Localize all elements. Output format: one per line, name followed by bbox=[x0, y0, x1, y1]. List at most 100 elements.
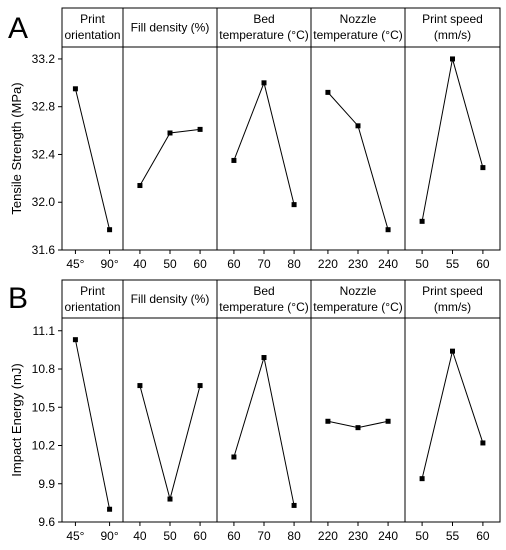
panel-b-ylabel: Impact Energy (mJ) bbox=[9, 363, 24, 476]
panel-a-data-point bbox=[231, 157, 237, 163]
panel-b-xtick-label: 55 bbox=[446, 529, 460, 543]
panel-b-data-point bbox=[385, 418, 391, 424]
panel-a-xtick-label: 60 bbox=[227, 257, 241, 271]
panel-a-facet-title-line1: Bed bbox=[253, 12, 274, 26]
panel-a-xtick-label: 80 bbox=[287, 257, 301, 271]
panel-a-data-point bbox=[167, 130, 173, 136]
panel-b-xtick-label: 70 bbox=[257, 529, 271, 543]
panel-b-xtick-label: 50 bbox=[163, 529, 177, 543]
panel-b-data-point bbox=[355, 425, 361, 431]
panel-a-frame bbox=[61, 7, 501, 251]
panel-b-xtick-label: 45° bbox=[66, 529, 84, 543]
panel-b-facet-title-line2: (mm/s) bbox=[434, 300, 471, 314]
panel-a-xtick-label: 50 bbox=[163, 257, 177, 271]
panel-a-data-point bbox=[197, 126, 203, 132]
panel-b-ytick-label: 9.9 bbox=[38, 477, 55, 491]
panel-b-letter: B bbox=[8, 282, 28, 315]
panel-b-data-point bbox=[167, 496, 173, 502]
panel-a-xtick-label: 60 bbox=[476, 257, 490, 271]
panel-b-facet-title-line1: Print speed bbox=[422, 284, 483, 298]
panel-a-series-line bbox=[421, 58, 484, 222]
panel-b-ytick-label: 10.2 bbox=[32, 439, 56, 453]
panel-a-data-point bbox=[355, 123, 361, 129]
panel-b-xtick-label: 50 bbox=[415, 529, 429, 543]
panel-a-data-point bbox=[419, 218, 425, 224]
panel-b-facet-title: Fill density (%) bbox=[131, 292, 210, 306]
panel-a-data-point bbox=[137, 183, 143, 189]
panel-a-facet-title-line2: temperature (°C) bbox=[219, 28, 309, 42]
panel-b-xtick-label: 60 bbox=[476, 529, 490, 543]
panel-b-xtick-label: 60 bbox=[193, 529, 207, 543]
panel-a-facet-title: Fill density (%) bbox=[131, 21, 210, 35]
panel-a-data-point bbox=[261, 80, 267, 86]
panel-a-xtick-label: 45° bbox=[66, 257, 84, 271]
panel-b-xtick-label: 240 bbox=[378, 529, 398, 543]
panel-b-data-point bbox=[197, 383, 203, 389]
panel-b-frame bbox=[61, 279, 501, 523]
panel-b-data-point bbox=[450, 348, 455, 354]
panel-a-letter: A bbox=[8, 12, 28, 45]
panel-a-facet-title-line2: temperature (°C) bbox=[313, 28, 403, 42]
panel-b-xtick-label: 90° bbox=[101, 529, 119, 543]
panel-b-ytick-label: 10.8 bbox=[32, 362, 56, 376]
panel-b-data-point bbox=[107, 506, 113, 512]
panel-b-data-point bbox=[137, 383, 143, 389]
panel-a-xtick-label: 230 bbox=[348, 257, 368, 271]
panel-b-data-point bbox=[231, 454, 237, 460]
panel-b-xtick-label: 220 bbox=[318, 529, 338, 543]
panel-b-series-line bbox=[421, 349, 484, 479]
panel-b-series-line bbox=[74, 339, 111, 510]
panel-b-ytick-label: 9.6 bbox=[38, 515, 55, 529]
panel-a-series-line bbox=[74, 88, 111, 230]
panel-a-facet-title-line1: Print bbox=[80, 12, 105, 26]
panel-a-data-point bbox=[291, 202, 297, 208]
panel-b-facet-title-line1: Nozzle bbox=[340, 284, 377, 298]
panel-b-ytick-label: 11.1 bbox=[33, 324, 56, 338]
panel-a-facet-title-line1: Nozzle bbox=[340, 12, 377, 26]
panel-a-ytick-label: 33.2 bbox=[32, 52, 56, 66]
panel-b-facet-title-line2: orientation bbox=[64, 300, 120, 314]
panel-a-xtick-label: 70 bbox=[257, 257, 271, 271]
panel-b-xtick-label: 60 bbox=[227, 529, 241, 543]
panel-a-data-point bbox=[325, 89, 331, 95]
panel-a-data-point bbox=[480, 165, 486, 171]
panel-a-facet-title-line2: orientation bbox=[64, 28, 120, 42]
panel-b-data-point bbox=[261, 355, 267, 361]
panel-a-xtick-label: 240 bbox=[378, 257, 398, 271]
panel-a-xtick-label: 50 bbox=[415, 257, 429, 271]
panel-a-xtick-label: 40 bbox=[133, 257, 147, 271]
panel-a-xtick-label: 220 bbox=[318, 257, 338, 271]
panel-a-ytick-label: 32.0 bbox=[32, 195, 56, 209]
panel-a-facet-title-line2: (mm/s) bbox=[434, 28, 471, 42]
panel-b-ytick-label: 10.5 bbox=[32, 400, 56, 414]
panel-b-series-line bbox=[139, 385, 201, 502]
panel-b-xtick-label: 40 bbox=[133, 529, 147, 543]
panel-a-series-line bbox=[233, 81, 295, 205]
panel-a-ylabel: Tensile Strength (MPa) bbox=[9, 82, 24, 214]
panel-a-ytick-label: 31.6 bbox=[32, 243, 56, 257]
panel-b-facet-title-line2: temperature (°C) bbox=[313, 300, 403, 314]
panel-a-xtick-label: 60 bbox=[193, 257, 207, 271]
panel-b-data-point bbox=[291, 502, 297, 508]
panel-b-facet-title-line2: temperature (°C) bbox=[219, 300, 309, 314]
panel-a-data-point bbox=[450, 56, 455, 62]
panel-b-series-line bbox=[233, 357, 295, 506]
panel-b-data-point bbox=[72, 337, 78, 343]
panel-b-xtick-label: 230 bbox=[348, 529, 368, 543]
panel-b-data-point bbox=[325, 418, 331, 424]
panel-a-xtick-label: 90° bbox=[101, 257, 119, 271]
panel-b-xtick-label: 80 bbox=[287, 529, 301, 543]
panel-a-data-point bbox=[72, 86, 78, 92]
panel-a-ytick-label: 32.4 bbox=[32, 147, 56, 161]
panel-b-facet-title-line1: Print bbox=[80, 284, 105, 298]
panel-a-facet-title-line1: Print speed bbox=[422, 12, 483, 26]
panel-b-data-point bbox=[419, 476, 425, 482]
panel-a-data-point bbox=[385, 227, 391, 233]
panel-a-data-point bbox=[107, 227, 113, 233]
panel-a-series-line bbox=[327, 92, 389, 230]
panel-a-series-line bbox=[139, 128, 201, 186]
panel-b-facet-title-line1: Bed bbox=[253, 284, 274, 298]
panel-a-xtick-label: 55 bbox=[446, 257, 460, 271]
panel-b-data-point bbox=[480, 440, 486, 446]
